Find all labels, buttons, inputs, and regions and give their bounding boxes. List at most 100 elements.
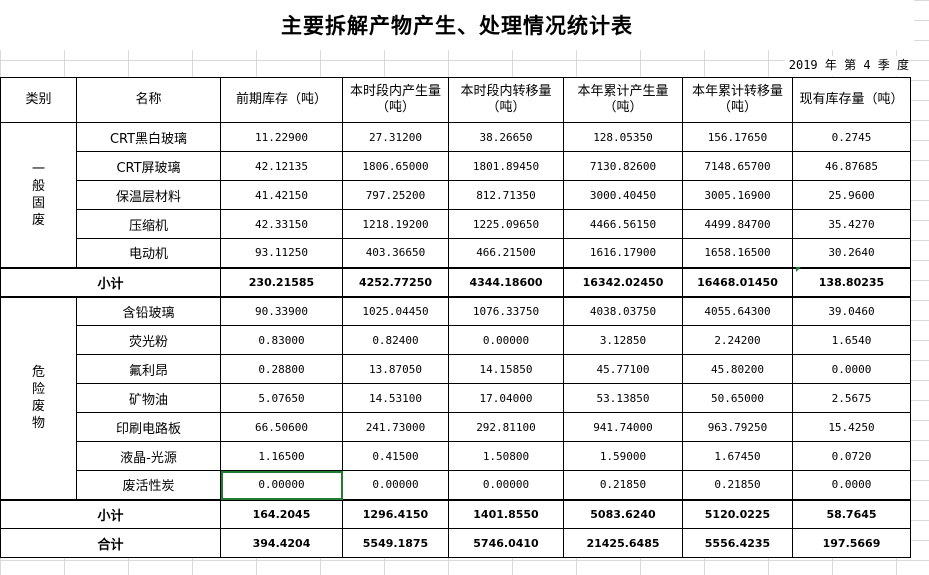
value-cell[interactable]: 16342.02450 [563,266,683,297]
row-label-cell[interactable]: 含铅玻璃 [76,295,221,326]
value-cell[interactable]: 1.67450 [682,441,793,471]
row-label-cell[interactable]: 印刷电路板 [76,412,221,442]
value-cell[interactable]: 230.21585 [220,266,343,297]
row-label-cell[interactable]: 电动机 [76,238,221,268]
value-cell[interactable]: 42.33150 [220,209,343,239]
value-cell[interactable]: 0.00000 [448,325,564,355]
value-cell[interactable]: 164.2045 [220,498,343,529]
row-label-cell[interactable]: 氟利昂 [76,354,221,384]
general-category-cell[interactable]: 一般固废 [0,122,77,268]
value-cell[interactable]: 1616.17900 [563,238,683,268]
hazardous-category-cell[interactable]: 危险废物 [0,295,77,500]
row-label-cell[interactable]: 小计 [0,498,221,529]
row-label-cell[interactable]: 液晶-光源 [76,441,221,471]
value-cell[interactable]: 4344.18600 [448,266,564,297]
value-cell[interactable]: 466.21500 [448,238,564,268]
value-cell[interactable]: 0.0000 [792,354,911,384]
value-cell[interactable]: 7148.65700 [682,151,793,181]
value-cell[interactable]: 30.2640 [792,238,911,268]
value-cell[interactable]: 50.65000 [682,383,793,413]
value-cell[interactable]: 941.74000 [563,412,683,442]
value-cell[interactable]: 138.80235 [792,266,911,297]
value-cell[interactable]: 1225.09650 [448,209,564,239]
value-cell[interactable]: 797.25200 [342,180,449,210]
value-cell[interactable]: 13.87050 [342,354,449,384]
value-cell[interactable]: 16468.01450 [682,266,793,297]
value-cell[interactable]: 45.77100 [563,354,683,384]
header-category[interactable]: 类别 [0,77,77,123]
value-cell[interactable]: 128.05350 [563,122,683,152]
row-label-cell[interactable]: CRT黑白玻璃 [76,122,221,152]
value-cell[interactable]: 1025.04450 [342,295,449,326]
value-cell[interactable]: 241.73000 [342,412,449,442]
header-opening-stock[interactable]: 前期库存（吨） [220,77,343,123]
value-cell[interactable]: 1801.89450 [448,151,564,181]
value-cell[interactable]: 35.4270 [792,209,911,239]
value-cell[interactable]: 0.0720 [792,441,911,471]
header-current-stock[interactable]: 现有库存量（吨） [792,77,911,123]
value-cell[interactable]: 45.80200 [682,354,793,384]
value-cell[interactable]: 5.07650 [220,383,343,413]
value-cell[interactable]: 4466.56150 [563,209,683,239]
value-cell[interactable]: 1806.65000 [342,151,449,181]
value-cell[interactable]: 53.13850 [563,383,683,413]
value-cell[interactable]: 11.22900 [220,122,343,152]
value-cell[interactable]: 0.00000 [220,470,343,500]
value-cell[interactable]: 39.0460 [792,295,911,326]
row-label-cell[interactable]: 荧光粉 [76,325,221,355]
value-cell[interactable]: 4252.77250 [342,266,449,297]
value-cell[interactable]: 0.83000 [220,325,343,355]
value-cell[interactable]: 93.11250 [220,238,343,268]
value-cell[interactable]: 403.36650 [342,238,449,268]
value-cell[interactable]: 2.24200 [682,325,793,355]
value-cell[interactable]: 156.17650 [682,122,793,152]
value-cell[interactable]: 4038.03750 [563,295,683,326]
header-ytd-transferred[interactable]: 本年累计转移量（吨） [682,77,793,123]
value-cell[interactable]: 7130.82600 [563,151,683,181]
value-cell[interactable]: 1296.4150 [342,498,449,529]
value-cell[interactable]: 66.50600 [220,412,343,442]
value-cell[interactable]: 1.59000 [563,441,683,471]
value-cell[interactable]: 0.82400 [342,325,449,355]
value-cell[interactable]: 3.12850 [563,325,683,355]
value-cell[interactable]: 1218.19200 [342,209,449,239]
value-cell[interactable]: 25.9600 [792,180,911,210]
value-cell[interactable]: 0.0000 [792,470,911,500]
value-cell[interactable]: 4499.84700 [682,209,793,239]
value-cell[interactable]: 15.4250 [792,412,911,442]
row-label-cell[interactable]: 小计 [0,266,221,297]
value-cell[interactable]: 0.28800 [220,354,343,384]
value-cell[interactable]: 394.4204 [220,528,343,558]
value-cell[interactable]: 3000.40450 [563,180,683,210]
value-cell[interactable]: 41.42150 [220,180,343,210]
header-ytd-generated[interactable]: 本年累计产生量（吨） [563,77,683,123]
value-cell[interactable]: 1076.33750 [448,295,564,326]
value-cell[interactable]: 14.15850 [448,354,564,384]
value-cell[interactable]: 58.7645 [792,498,911,529]
value-cell[interactable]: 1.6540 [792,325,911,355]
value-cell[interactable]: 4055.64300 [682,295,793,326]
value-cell[interactable]: 0.21850 [563,470,683,500]
row-label-cell[interactable]: 保温层材料 [76,180,221,210]
value-cell[interactable]: 14.53100 [342,383,449,413]
value-cell[interactable]: 5083.6240 [563,498,683,529]
value-cell[interactable]: 1658.16500 [682,238,793,268]
value-cell[interactable]: 0.00000 [342,470,449,500]
value-cell[interactable]: 197.5669 [792,528,911,558]
value-cell[interactable]: 5746.0410 [448,528,564,558]
value-cell[interactable]: 0.2745 [792,122,911,152]
value-cell[interactable]: 38.26650 [448,122,564,152]
value-cell[interactable]: 1401.8550 [448,498,564,529]
row-label-cell[interactable]: 矿物油 [76,383,221,413]
row-label-cell[interactable]: 压缩机 [76,209,221,239]
value-cell[interactable]: 5120.0225 [682,498,793,529]
header-period-transferred[interactable]: 本时段内转移量（吨） [448,77,564,123]
value-cell[interactable]: 292.81100 [448,412,564,442]
value-cell[interactable]: 21425.6485 [563,528,683,558]
header-name[interactable]: 名称 [76,77,221,123]
value-cell[interactable]: 1.50800 [448,441,564,471]
value-cell[interactable]: 5556.4235 [682,528,793,558]
value-cell[interactable]: 2.5675 [792,383,911,413]
value-cell[interactable]: 46.87685 [792,151,911,181]
value-cell[interactable]: 0.21850 [682,470,793,500]
